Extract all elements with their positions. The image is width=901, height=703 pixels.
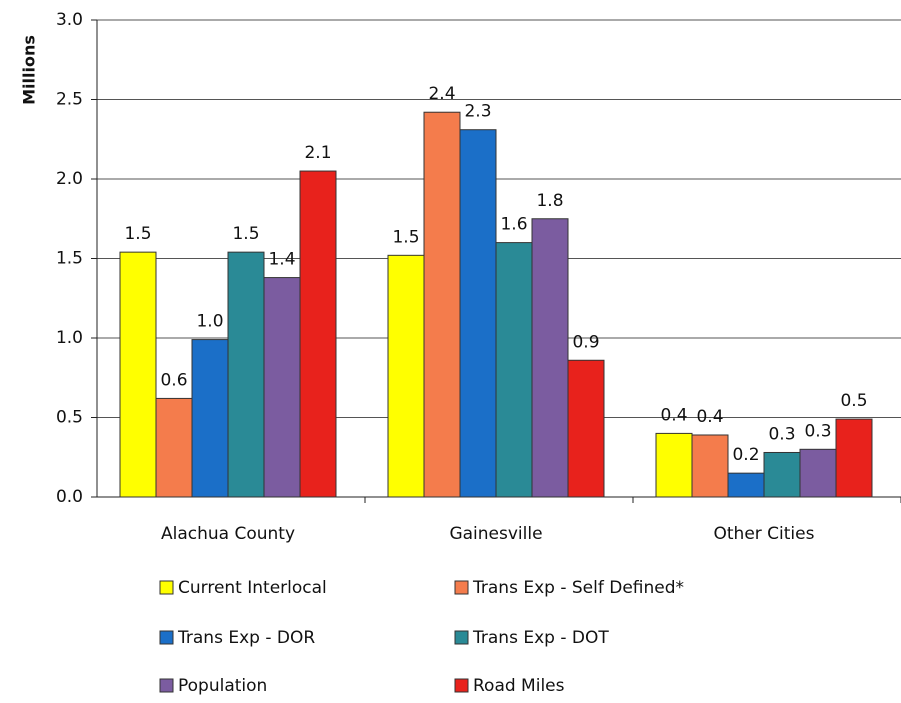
bar — [531, 218, 569, 498]
bar — [263, 277, 301, 498]
value-label: 0.5 — [840, 391, 867, 411]
y-tick-label: 3.0 — [56, 10, 83, 30]
legend-swatch — [454, 580, 469, 595]
bar — [155, 397, 193, 498]
bar — [655, 432, 693, 498]
legend-label: Population — [178, 676, 267, 696]
bar — [763, 451, 801, 498]
value-label: 1.5 — [392, 227, 419, 247]
x-tick-label: Gainesville — [449, 524, 542, 544]
legend-swatch — [159, 630, 174, 645]
value-label: 0.4 — [660, 405, 687, 425]
y-tick-label: 2.0 — [56, 169, 83, 189]
x-tick-label: Alachua County — [161, 524, 295, 544]
legend-label: Trans Exp - DOR — [177, 628, 315, 648]
bar — [423, 111, 461, 498]
bar — [191, 339, 229, 498]
bar — [691, 434, 729, 498]
legend-label: Road Miles — [473, 676, 565, 696]
bar — [387, 254, 425, 498]
bar — [227, 251, 265, 498]
value-label: 0.3 — [768, 424, 795, 444]
legend-swatch — [159, 580, 174, 595]
bar — [835, 418, 873, 498]
value-label: 0.9 — [572, 332, 599, 352]
y-tick-label: 1.5 — [56, 249, 83, 269]
legend-swatch — [454, 630, 469, 645]
y-tick-label: 2.5 — [56, 90, 83, 110]
value-label: 1.5 — [124, 224, 151, 244]
y-tick-label: 0.0 — [56, 487, 83, 507]
legend-swatch — [454, 678, 469, 693]
value-label: 1.5 — [232, 224, 259, 244]
value-label: 2.3 — [464, 102, 491, 122]
bar — [567, 359, 605, 498]
value-label: 2.4 — [428, 84, 455, 104]
legend-label: Trans Exp - DOT — [472, 628, 609, 648]
bar — [119, 251, 157, 498]
value-label: 1.4 — [268, 250, 295, 270]
bar — [799, 448, 837, 498]
value-label: 2.1 — [304, 143, 331, 163]
bar — [495, 242, 533, 498]
legend-label: Trans Exp - Self Defined* — [472, 578, 684, 598]
bar — [299, 170, 337, 498]
legend-label: Current Interlocal — [178, 578, 327, 598]
value-label: 1.8 — [536, 191, 563, 211]
value-label: 0.3 — [804, 421, 831, 441]
y-tick-label: 1.0 — [56, 328, 83, 348]
y-axis-label: Millions — [20, 35, 39, 105]
legend-swatch — [159, 678, 174, 693]
y-tick-label: 0.5 — [56, 408, 83, 428]
value-label: 0.6 — [160, 370, 187, 390]
x-tick-label: Other Cities — [714, 524, 815, 544]
value-label: 1.6 — [500, 215, 527, 235]
value-label: 1.0 — [196, 312, 223, 332]
value-label: 0.4 — [696, 407, 723, 427]
bar — [727, 472, 765, 498]
value-label: 0.2 — [732, 445, 759, 465]
bar — [459, 129, 497, 498]
